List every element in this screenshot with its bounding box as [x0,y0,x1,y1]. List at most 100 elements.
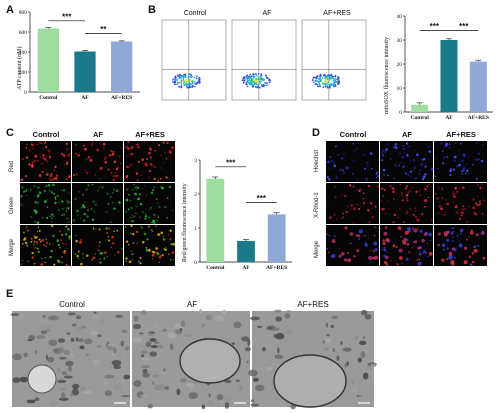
tem-organelle [367,366,372,372]
chart-b-ytick-label: 10 [397,86,403,92]
flow-event-dot [246,78,249,81]
tem-organelle [132,336,143,344]
c-cell-dot [85,213,87,216]
d-cell-dot [435,157,438,160]
flow-event-dot [180,81,183,84]
c-col-af: AF [93,130,103,139]
d-cell-dot [423,240,426,242]
tem-organelle [255,384,265,392]
c-cell-dot [128,193,131,196]
flow-event-dot [334,85,337,87]
flow-event-dot [314,83,316,86]
c-cell-dot [30,216,33,219]
d-cell-dot [402,169,405,172]
flow-event-dot [328,86,331,89]
d-cell-dot [383,188,386,191]
c-cell-dot [141,158,145,161]
flow-event-dot [249,73,252,76]
c-cell-dot [96,171,98,173]
c-cell-dot [60,239,62,242]
d-cell-dot [412,241,415,244]
tem-organelle [92,359,101,366]
d-cell-dot [399,183,402,186]
c-cell-dot [25,147,28,149]
d-cell-dot [330,256,333,258]
d-cell-dot [344,195,347,197]
flow-event-dot [198,80,201,82]
c-cell-dot [98,241,101,244]
tem-organelle [246,360,249,364]
flow-event-dot [320,79,323,82]
c-cell-dot [23,190,26,193]
flow-event-dot [325,79,328,81]
c-cell-dot [97,249,100,252]
tem-organelle [176,388,181,396]
c-cell-dot [137,160,140,163]
flow-event-dot [185,84,188,86]
d-cell-dot [370,260,372,263]
d-cell-dot [409,159,411,162]
c-cell-dot [59,230,61,233]
tem-organelle [113,384,122,391]
d-cell-dot [352,185,355,188]
flow-event-dot [245,77,248,79]
tem-organelle [72,383,80,390]
c-cell-dot [30,240,33,243]
c-cell-dot [68,175,71,179]
flow-event-dot [338,81,340,84]
flow-event-dot [242,77,245,80]
c-cell-dot [107,168,110,171]
d-cell-dot [416,218,418,220]
d-cell-dot [446,156,449,159]
c-cell-dot [137,260,140,263]
d-cell-dot [442,150,444,153]
d-cell-dot [382,172,385,176]
c-cell-dot [36,231,39,233]
flow-event-dot [185,80,188,83]
d-cell-dot [399,152,402,155]
c-cell-dot [140,226,142,228]
d-cell-dot [399,227,401,229]
d-cell-dot [456,190,459,193]
c-cell-dot [26,244,29,247]
tem-organelle [340,341,343,345]
d-cell-dot [446,202,449,206]
c-cell-dot [46,241,49,244]
c-cell-dot [166,197,169,199]
c-cell-dot [102,186,105,189]
flow-event-dot [246,83,248,86]
c-cell-dot [117,174,119,177]
c-cell-dot [68,237,71,240]
flow-event-dot [193,85,196,88]
d-cell-dot [427,145,430,149]
tem-organelle [137,355,141,359]
c-cell-dot [44,257,47,259]
d-cell-dot [448,143,451,145]
d-cell-dot [423,157,426,161]
tem-organelle [238,384,243,391]
flow-event-dot [181,75,183,77]
c-cell-dot [55,174,59,177]
c-cell-dot [110,171,113,175]
c-cell-dot [118,155,121,158]
c-cell-dot [77,153,81,157]
flow-event-dot [178,77,180,80]
c-cell-dot [31,145,33,147]
c-cell-dot [149,148,152,151]
d-cell-dot [423,205,426,208]
d-cell-dot [442,156,446,159]
chart-c-bar-1 [237,240,255,262]
flow-event-dot [332,80,335,82]
c-cell-dot [35,241,39,244]
tem-organelle [244,347,251,352]
tem-organelle [142,368,148,374]
c-cell-dot [135,172,139,175]
tem-organelle [370,363,377,368]
tem-organelle [141,365,151,368]
d-cell-dot [414,210,416,212]
c-cell-dot [82,252,84,255]
d-cell-dot [408,251,411,254]
c-cell-dot [46,160,49,163]
flow-event-dot [183,73,185,76]
c-cell-dot [155,225,157,227]
